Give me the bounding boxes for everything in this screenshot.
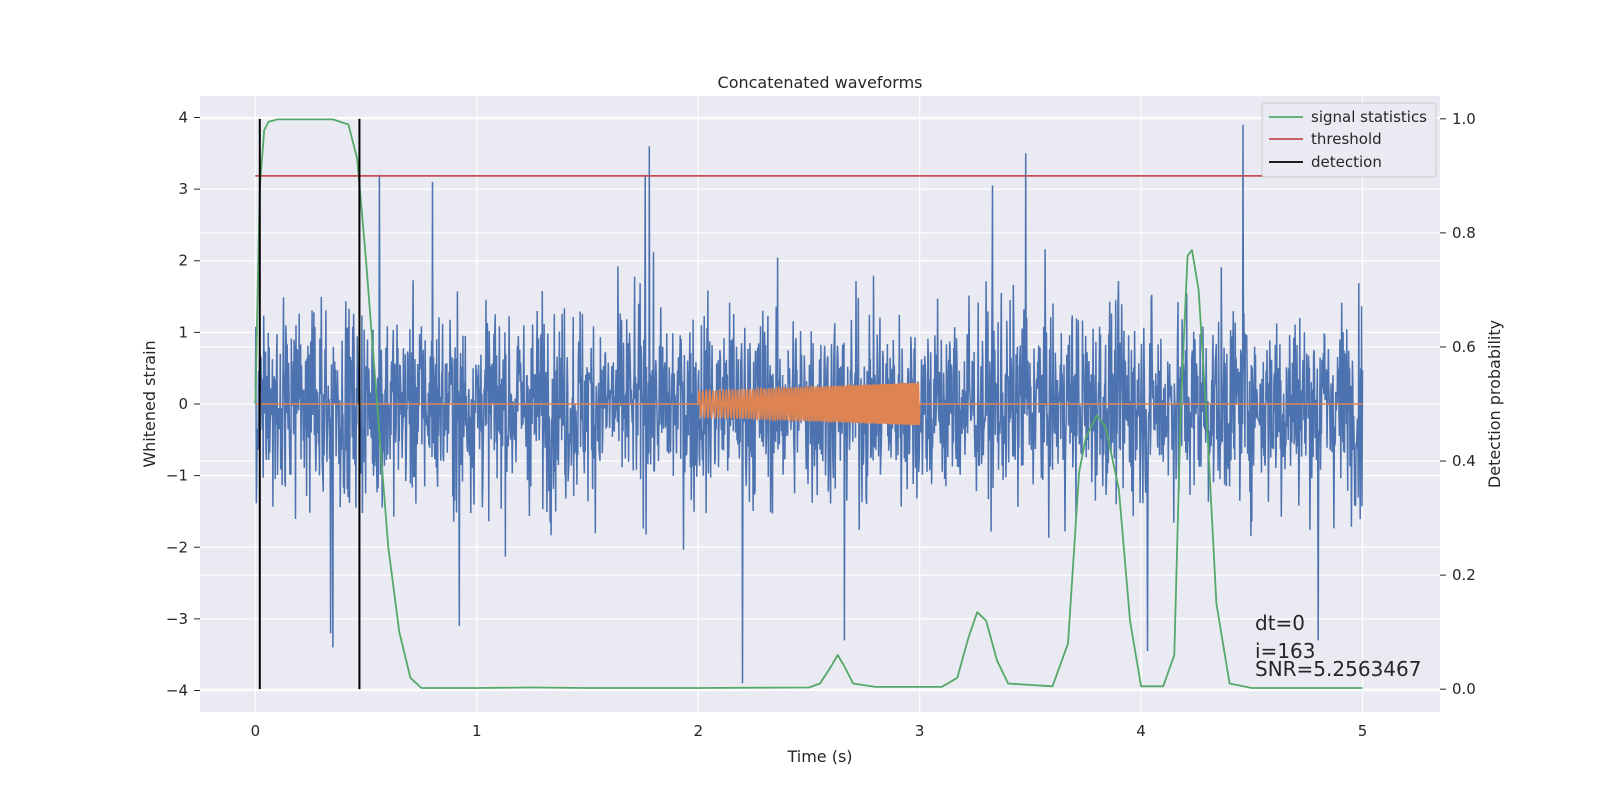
y2-tick-label: 0.4 (1452, 452, 1476, 470)
y2-tick-label: 0.6 (1452, 338, 1476, 356)
y-axis-label: Whitened strain (140, 340, 159, 467)
legend: signal statistics threshold detection (1261, 102, 1437, 178)
x-tick-label: 3 (915, 722, 925, 740)
y-tick-label: −3 (166, 610, 188, 628)
y-tick-label: 0 (178, 395, 188, 413)
x-tick-label: 5 (1358, 722, 1368, 740)
x-tick-label: 0 (251, 722, 261, 740)
x-tick-label: 4 (1136, 722, 1146, 740)
y-tick-label: 4 (178, 108, 188, 126)
y2-axis-label: Detection probability (1485, 320, 1504, 488)
series-layer (254, 118, 1385, 690)
legend-label-signal-statistics: signal statistics (1311, 108, 1427, 126)
legend-label-threshold: threshold (1311, 130, 1382, 148)
y-tick-label: 2 (178, 252, 188, 270)
series-injection (255, 381, 1363, 426)
legend-box (1261, 102, 1437, 178)
y2-tick-label: 1.0 (1452, 110, 1476, 128)
annotation-snr: SNR=5.2563467 (1255, 657, 1421, 681)
annotation-dt: dt=0 (1255, 611, 1305, 635)
annotations: dt=0 i=163 SNR=5.2563467 (1255, 611, 1421, 681)
series-signal-statistics (254, 118, 1363, 689)
legend-label-detection: detection (1311, 153, 1382, 171)
y-tick-label: 3 (178, 180, 188, 198)
grid (200, 96, 1440, 712)
x-axis-label: Time (s) (786, 747, 852, 766)
y-tick-label: −4 (166, 682, 188, 700)
y-tick-label: −1 (166, 467, 188, 485)
chart-title: Concatenated waveforms (718, 73, 923, 92)
y2-tick-label: 0.0 (1452, 680, 1476, 698)
y-tick-label: 1 (178, 323, 188, 341)
ticks-layer: 0 1 2 3 4 5 4 3 2 1 0 −1 −2 −3 −4 1.0 0.8 0.6 0.4 0.2 0.0 (166, 108, 1476, 740)
y2-tick-label: 0.2 (1452, 566, 1476, 584)
y-tick-label: −2 (166, 538, 188, 556)
annotation-i: i=163 (1255, 639, 1316, 663)
x-tick-label: 2 (693, 722, 703, 740)
x-tick-label: 1 (472, 722, 482, 740)
y2-tick-label: 0.8 (1452, 224, 1476, 242)
